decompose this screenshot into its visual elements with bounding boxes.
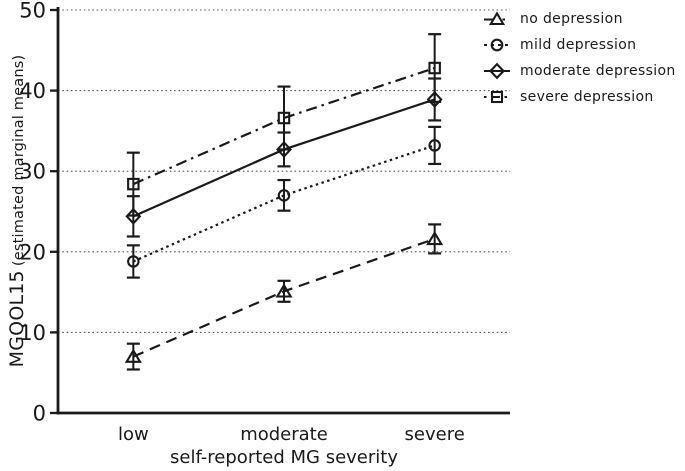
circle-marker: [277, 189, 291, 202]
square-dashdot-line-icon: [484, 90, 510, 104]
square-marker: [127, 177, 140, 191]
diamond-marker: [426, 90, 443, 109]
y-tick-label: 40: [19, 79, 46, 103]
square-marker: [277, 111, 291, 125]
series-severe-depression: [126, 33, 442, 217]
legend-label: mild depression: [520, 37, 637, 53]
series-no-depression: [124, 223, 444, 371]
y-axis-title-main: MGQOL15: [6, 270, 28, 368]
diamond-marker: [125, 207, 142, 225]
triangle-marker: [426, 230, 444, 246]
triangle-marker: [275, 283, 293, 298]
y-tick-label: 20: [19, 240, 46, 264]
diamond-solid-line-icon: [484, 62, 510, 80]
x-category-label: severe: [405, 424, 465, 445]
circle-dotted-line-icon: [484, 38, 510, 52]
x-category-label: low: [118, 424, 149, 445]
triangle-marker: [124, 348, 142, 363]
legend-label: moderate depression: [520, 63, 676, 79]
legend: no depression mild depression moderate d…: [484, 10, 676, 106]
square-marker: [428, 61, 441, 75]
axes: 0 10 20 30 40 50 low moderate severe: [19, 0, 510, 445]
series-line: [132, 144, 436, 263]
legend-item-no-depression: no depression: [484, 10, 676, 28]
x-axis-title: self-reported MG severity: [170, 447, 398, 468]
y-tick-label: 0: [33, 402, 46, 426]
legend-item-severe-depression: severe depression: [484, 88, 676, 106]
x-category-label: moderate: [240, 424, 328, 445]
y-tick-label: 30: [19, 160, 46, 184]
y-tick-label: 50: [19, 0, 46, 23]
legend-label: severe depression: [520, 89, 654, 105]
y-axis-title-sub: (estimated marginal means): [11, 54, 27, 267]
y-tick-label: 10: [19, 321, 46, 345]
series-mild-depression: [126, 125, 442, 279]
circle-marker: [127, 255, 140, 268]
circle-marker: [428, 139, 441, 152]
legend-item-mild-depression: mild depression: [484, 36, 676, 54]
legend-item-moderate-depression: moderate depression: [484, 62, 676, 80]
y-axis-title: MGQOL15 (estimated marginal means): [6, 55, 28, 368]
legend-label: no depression: [520, 11, 623, 27]
triangle-dashed-line-icon: [484, 11, 510, 26]
diamond-marker: [276, 140, 292, 158]
